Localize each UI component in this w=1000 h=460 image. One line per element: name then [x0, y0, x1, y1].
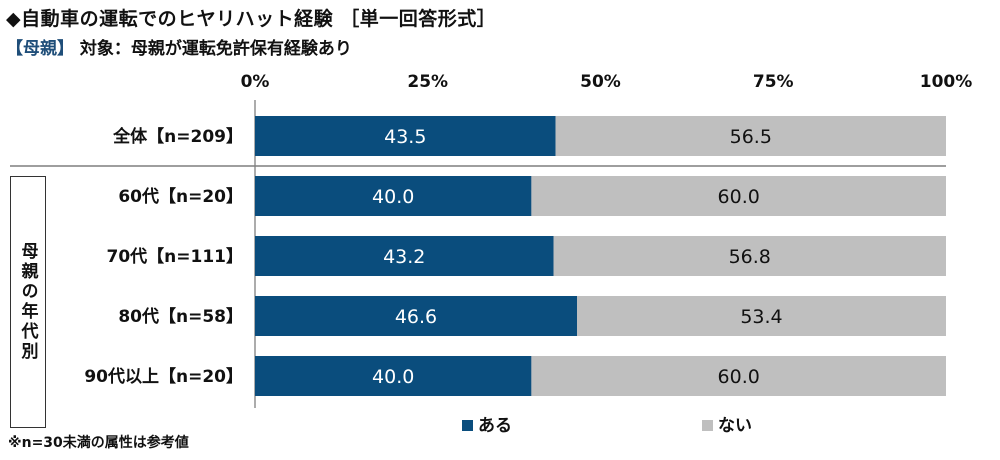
chart-title: ◆自動車の運転でのヒヤリハット経験 ［単一回答形式］ [6, 8, 497, 30]
data-label: 60.0 [718, 186, 760, 208]
x-tick-label: 100% [920, 72, 973, 92]
data-label: 56.8 [729, 246, 771, 268]
group-label-box: 母親の年代別 [10, 176, 46, 428]
footnote: ※n=30未満の属性は参考値 [8, 435, 189, 451]
subtitle-tag: 【母親】 [6, 39, 74, 59]
chart-subtitle: 【母親】 対象：母親が運転免許保有経験あり [6, 34, 352, 59]
category-label: 80代【n=58】 [118, 306, 243, 327]
category-label: 60代【n=20】 [118, 186, 243, 207]
bar-segment-aru [255, 296, 578, 336]
category-label: 90代以上【n=20】 [84, 366, 243, 387]
bar-segment-nai [555, 116, 946, 156]
legend-label: ない [718, 416, 752, 436]
x-tick-label: 25% [407, 72, 448, 92]
data-label: 53.4 [740, 306, 782, 328]
bar-segment-nai [577, 296, 946, 336]
subtitle-text: 対象：母親が運転免許保有経験あり [79, 39, 352, 59]
bar-segment-aru [255, 116, 556, 156]
x-tick-label: 75% [753, 72, 794, 92]
bar-segment-nai [553, 236, 946, 276]
data-label: 43.5 [384, 126, 426, 148]
bar-segment-aru [255, 236, 554, 276]
legend-swatch [462, 420, 473, 431]
data-label: 43.2 [383, 246, 425, 268]
bar-segment-nai [531, 176, 946, 216]
group-label: 母親の年代別 [17, 242, 38, 362]
bar-segment-aru [255, 356, 532, 396]
x-tick-label: 50% [580, 72, 621, 92]
data-label: 40.0 [372, 186, 414, 208]
data-label: 40.0 [372, 366, 414, 388]
x-tick-label: 0% [241, 72, 270, 92]
data-label: 46.6 [395, 306, 437, 328]
data-label: 60.0 [718, 366, 760, 388]
data-label: 56.5 [730, 126, 772, 148]
category-label: 70代【n=111】 [107, 246, 244, 267]
category-label: 全体【n=209】 [112, 126, 243, 147]
bar-segment-nai [531, 356, 946, 396]
legend-label: ある [478, 416, 512, 436]
legend-swatch [702, 420, 713, 431]
bar-segment-aru [255, 176, 532, 216]
